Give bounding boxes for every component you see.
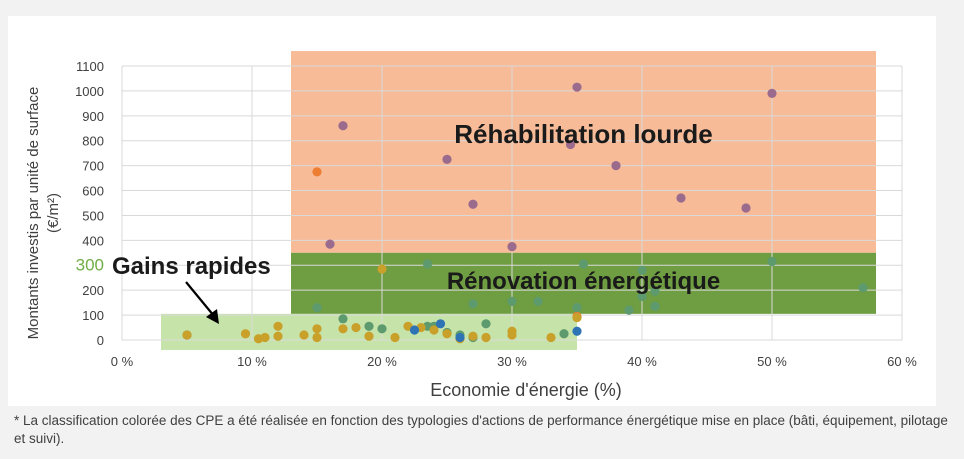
data-point	[572, 82, 582, 92]
x-axis-title: Economie d'énergie (%)	[430, 380, 622, 400]
data-point	[325, 239, 335, 249]
annotation-arrow-head	[206, 309, 219, 324]
zone-label-rehabilitation: Réhabilitation lourde	[454, 119, 713, 149]
data-point	[364, 321, 374, 331]
data-point	[578, 259, 589, 269]
data-point	[455, 332, 465, 343]
y-tick-label: 1000	[75, 84, 104, 99]
y-axis-title-unit: (€/m²)	[45, 193, 62, 233]
annotation-arrow-shaft	[185, 281, 215, 317]
x-tick-label: 0 %	[111, 354, 134, 369]
zone-label-renovation: Rénovation énergétique	[447, 268, 720, 295]
data-point	[559, 329, 569, 339]
data-point	[429, 325, 439, 335]
data-point	[546, 332, 556, 343]
data-point	[565, 139, 576, 150]
data-point	[364, 331, 374, 341]
data-point	[767, 88, 777, 98]
data-point	[507, 241, 517, 252]
data-point	[312, 303, 322, 313]
data-point	[572, 312, 582, 323]
scatter-chart: 0 100 200 300 400 500 600 700 800 900 1000 1100 0 % 1…	[25, 51, 917, 400]
y-tick-label: 900	[82, 109, 104, 124]
data-point	[481, 319, 491, 329]
y-tick-label: 200	[82, 283, 104, 298]
zone-0	[291, 51, 876, 253]
data-point	[260, 332, 270, 343]
data-point	[273, 321, 283, 331]
data-point	[273, 331, 283, 341]
x-tick-label: 10 %	[237, 354, 267, 369]
data-point	[182, 330, 192, 340]
y-tick-label: 500	[82, 208, 104, 223]
data-point	[507, 330, 517, 340]
data-point	[338, 324, 348, 334]
data-point	[377, 264, 387, 274]
data-point	[624, 305, 634, 315]
y-tick-label: 300	[76, 255, 104, 274]
data-point	[338, 121, 348, 131]
y-tick-label: 400	[82, 233, 104, 248]
data-point	[572, 326, 582, 336]
y-tick-label: 600	[82, 184, 104, 199]
data-point	[468, 331, 478, 341]
data-point	[435, 319, 446, 329]
data-point	[533, 296, 543, 306]
data-point	[468, 199, 478, 209]
data-point	[572, 303, 582, 313]
data-point	[481, 332, 491, 343]
data-point	[351, 322, 361, 333]
x-tick-label: 60 %	[887, 354, 917, 369]
labels-layer: 0 100 200 300 400 500 600 700 800 900 1000 1100 0 % 1…	[25, 59, 917, 400]
chart-panel: 0 100 200 300 400 500 600 700 800 900 1000 1100 0 % 1…	[8, 16, 936, 406]
footnote: * La classification colorée des CPE a ét…	[14, 413, 948, 446]
x-tick-label: 30 %	[497, 354, 527, 369]
data-point	[442, 329, 452, 339]
data-point	[442, 154, 452, 165]
data-point	[312, 332, 322, 343]
data-point	[422, 259, 433, 269]
data-point	[676, 193, 686, 203]
zone-label-gains-rapides: Gains rapides	[112, 253, 271, 280]
data-point	[650, 286, 660, 297]
data-point	[312, 167, 322, 177]
data-point	[507, 296, 517, 306]
data-point	[240, 329, 251, 339]
data-point	[468, 299, 478, 309]
data-point	[409, 325, 420, 335]
data-point	[858, 283, 868, 293]
y-tick-label: 800	[82, 134, 104, 149]
y-tick-label: 0	[97, 333, 104, 348]
y-tick-label: 100	[82, 308, 104, 323]
data-point	[637, 265, 647, 275]
data-point	[767, 256, 777, 267]
data-point	[637, 291, 647, 302]
zones-layer	[161, 51, 876, 350]
data-point	[390, 332, 400, 343]
x-tick-label: 20 %	[367, 354, 397, 369]
data-point	[312, 324, 322, 334]
data-point	[611, 161, 621, 171]
points-layer	[182, 82, 868, 344]
y-tick-label: 1100	[76, 59, 104, 74]
data-point	[377, 324, 387, 334]
data-point	[650, 301, 660, 311]
y-tick-label: 700	[82, 159, 104, 174]
x-tick-label: 50 %	[757, 354, 787, 369]
data-point	[741, 203, 751, 213]
x-tick-label: 40 %	[627, 354, 657, 369]
data-point	[299, 330, 309, 340]
y-axis-title: Montants investis par unité de surface	[25, 87, 42, 340]
data-point	[338, 314, 348, 324]
